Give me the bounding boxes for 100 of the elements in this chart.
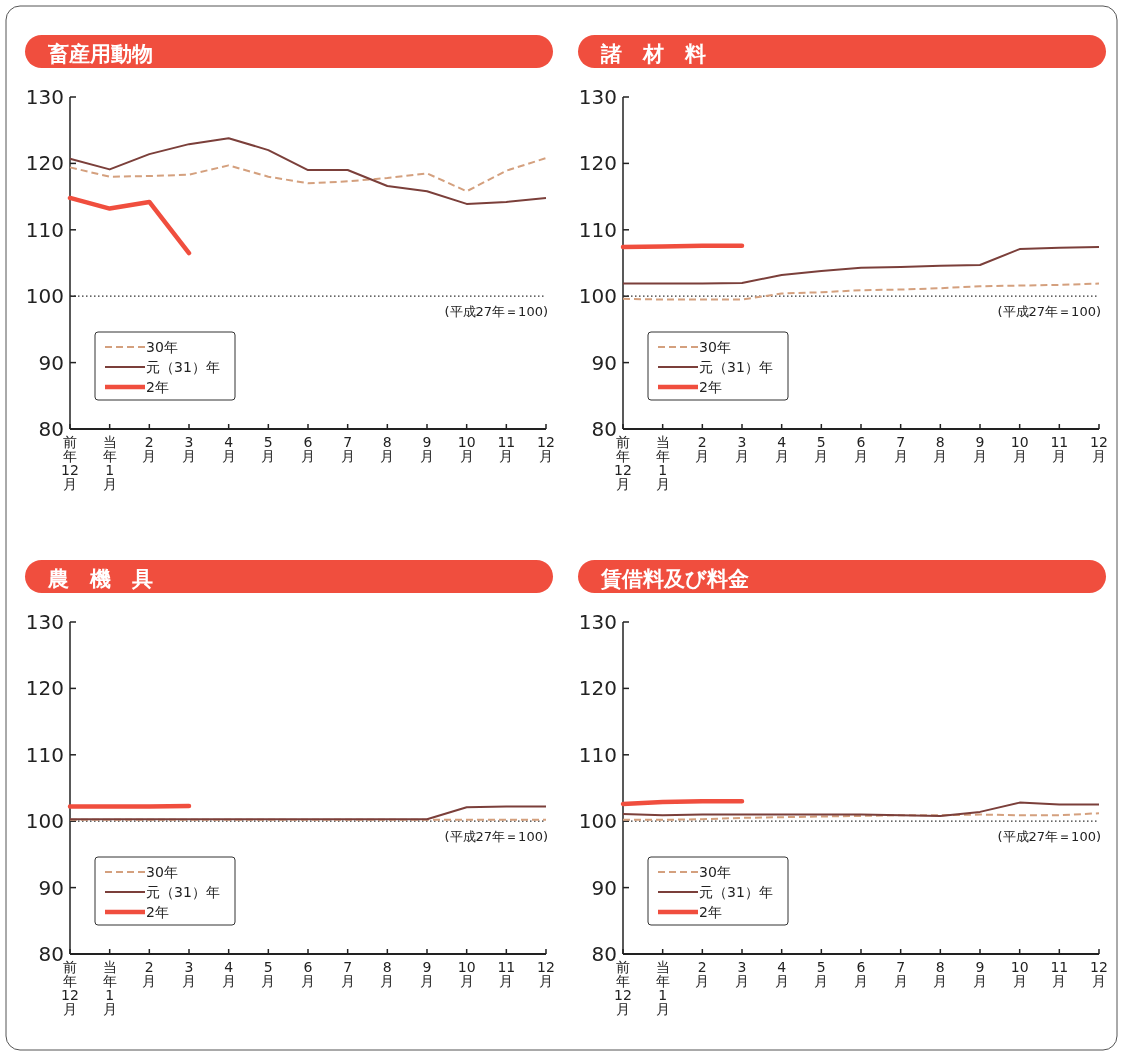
x-tick-label: 3月	[182, 959, 196, 989]
x-tick-label: 10月	[1010, 434, 1029, 464]
y-tick-label: 120	[25, 676, 64, 701]
x-tick-label: 11月	[497, 959, 516, 989]
chart-title: 畜産用動物	[47, 42, 153, 66]
x-tick-label: 5月	[261, 959, 276, 989]
y-tick-label: 80	[38, 417, 64, 441]
x-tick-label: 2月	[142, 434, 157, 464]
x-tick-label: 9月	[420, 959, 434, 989]
x-tick-label: 2月	[142, 959, 157, 989]
legend-label: 2年	[699, 379, 722, 395]
y-tick-label: 100	[578, 284, 617, 309]
x-tick-label: 12月	[1090, 959, 1108, 989]
x-tick-label: 7月	[893, 434, 908, 464]
x-tick-label: 3月	[735, 959, 749, 989]
y-tick-label: 90	[38, 350, 64, 375]
y-tick-label: 120	[578, 676, 617, 701]
legend-label: 元（31）年	[699, 359, 773, 375]
x-tick-label: 9月	[973, 959, 987, 989]
ref-line-label: (平成27年＝100)	[444, 829, 548, 845]
x-tick-label: 6月	[301, 959, 315, 989]
x-tick-label: 7月	[893, 959, 908, 989]
chart-title: 農 機 具	[47, 567, 153, 591]
line-series	[67, 195, 192, 256]
x-tick-label: 当年1月	[102, 959, 117, 1017]
x-tick-label: 4月	[221, 434, 236, 464]
line-series	[69, 157, 547, 193]
y-tick-label: 110	[25, 742, 64, 767]
x-tick-label: 4月	[774, 434, 789, 464]
x-tick-label: 2月	[695, 959, 710, 989]
y-tick-label: 90	[591, 875, 617, 900]
line-series	[622, 812, 1100, 821]
x-tick-label: 6月	[301, 434, 315, 464]
legend-label: 2年	[146, 379, 169, 395]
x-tick-label: 11月	[1050, 959, 1069, 989]
y-tick-label: 120	[25, 151, 64, 176]
y-tick-label: 100	[25, 809, 64, 834]
x-tick-label: 6月	[854, 434, 868, 464]
x-tick-label: 当年1月	[655, 959, 670, 1017]
legend-label: 30年	[699, 339, 731, 355]
chart-title: 賃借料及び料金	[600, 567, 749, 591]
y-tick-label: 110	[578, 742, 617, 767]
x-tick-label: 前年12月	[614, 434, 632, 492]
x-tick-label: 10月	[1010, 959, 1029, 989]
x-tick-label: 4月	[221, 959, 236, 989]
legend-label: 30年	[146, 864, 178, 880]
x-tick-label: 10月	[457, 434, 476, 464]
x-tick-label: 5月	[814, 434, 829, 464]
x-tick-label: 前年12月	[61, 959, 79, 1017]
legend-label: 30年	[146, 339, 178, 355]
line-series	[622, 246, 1100, 285]
y-tick-label: 130	[25, 610, 64, 634]
y-tick-label: 80	[591, 942, 617, 966]
x-tick-label: 9月	[420, 434, 434, 464]
ref-line-label: (平成27年＝100)	[997, 304, 1101, 320]
x-tick-label: 3月	[182, 434, 196, 464]
x-tick-label: 2月	[695, 434, 710, 464]
y-tick-label: 110	[578, 217, 617, 242]
legend-label: 元（31）年	[146, 359, 220, 375]
y-tick-label: 80	[38, 942, 64, 966]
x-tick-label: 12月	[537, 959, 555, 989]
line-series	[622, 282, 1100, 301]
x-tick-label: 11月	[497, 434, 516, 464]
x-tick-label: 12月	[537, 434, 555, 464]
x-tick-label: 8月	[380, 434, 395, 464]
y-tick-label: 90	[38, 875, 64, 900]
x-tick-label: 8月	[933, 959, 948, 989]
x-tick-label: 11月	[1050, 434, 1069, 464]
ref-line-label: (平成27年＝100)	[997, 829, 1101, 845]
y-tick-label: 130	[578, 85, 617, 109]
y-tick-label: 100	[578, 809, 617, 834]
x-tick-label: 7月	[340, 434, 355, 464]
line-series	[69, 137, 547, 205]
legend-label: 2年	[146, 904, 169, 920]
x-tick-label: 前年12月	[614, 959, 632, 1017]
y-tick-label: 90	[591, 350, 617, 375]
legend-label: 元（31）年	[699, 884, 773, 900]
legend-label: 30年	[699, 864, 731, 880]
legend-label: 元（31）年	[146, 884, 220, 900]
x-tick-label: 8月	[933, 434, 948, 464]
y-tick-label: 130	[25, 85, 64, 109]
x-tick-label: 当年1月	[102, 434, 117, 492]
x-tick-label: 4月	[774, 959, 789, 989]
x-tick-label: 10月	[457, 959, 476, 989]
chart-title: 諸 材 料	[600, 42, 706, 66]
y-tick-label: 100	[25, 284, 64, 309]
y-tick-label: 130	[578, 610, 617, 634]
x-tick-label: 8月	[380, 959, 395, 989]
x-tick-label: 3月	[735, 434, 749, 464]
ref-line-label: (平成27年＝100)	[444, 304, 548, 320]
x-tick-label: 前年12月	[61, 434, 79, 492]
y-tick-label: 110	[25, 217, 64, 242]
x-tick-label: 5月	[814, 959, 829, 989]
legend-label: 2年	[699, 904, 722, 920]
x-tick-label: 当年1月	[655, 434, 670, 492]
x-tick-label: 9月	[973, 434, 987, 464]
x-tick-label: 7月	[340, 959, 355, 989]
y-tick-label: 80	[591, 417, 617, 441]
x-tick-label: 5月	[261, 434, 276, 464]
y-tick-label: 120	[578, 151, 617, 176]
